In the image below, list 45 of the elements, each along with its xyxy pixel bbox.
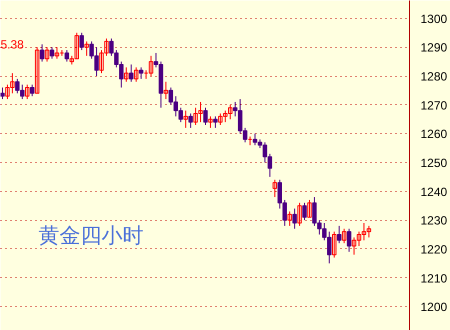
candlestick	[164, 81, 168, 100]
candlestick	[183, 110, 188, 128]
candlestick	[213, 116, 218, 128]
candlestick	[342, 228, 346, 244]
candlestick	[128, 64, 134, 82]
candlestick	[30, 84, 34, 97]
candlestick	[0, 87, 5, 100]
candlestick	[336, 225, 342, 244]
candlestick	[307, 199, 312, 218]
candlestick	[272, 179, 278, 198]
y-tick-label: 1220	[420, 242, 448, 256]
candlestick	[84, 40, 89, 56]
y-tick-label: 1240	[420, 184, 448, 199]
annotation: 5.38	[0, 38, 24, 52]
candlestick	[79, 32, 84, 51]
candlestick	[40, 44, 44, 62]
candlestick	[332, 231, 336, 258]
candlestick	[148, 55, 154, 77]
candlestick	[287, 210, 292, 226]
candlestick	[208, 116, 213, 128]
candlestick	[346, 228, 352, 252]
candlestick	[44, 46, 50, 62]
candlestick	[25, 84, 30, 100]
candlestick	[203, 107, 208, 126]
y-tick-label: 1210	[420, 271, 448, 286]
candlestick	[134, 66, 138, 82]
y-tick-label: 1280	[420, 70, 448, 84]
candlestick	[54, 46, 60, 60]
y-tick-label: 1200	[420, 300, 448, 314]
candlestick	[64, 50, 70, 62]
y-tick-label: 1270	[420, 98, 448, 112]
candlestick	[50, 46, 54, 60]
y-tick-label: 1230	[420, 214, 448, 228]
candlestick	[138, 66, 144, 80]
candlestick	[188, 112, 193, 128]
candlestick	[34, 46, 40, 94]
candlestick	[292, 208, 297, 230]
annotation: 黄金四小时	[38, 224, 144, 248]
candlestick	[124, 66, 129, 82]
candlestick	[297, 202, 302, 226]
candlestick	[302, 202, 307, 221]
y-tick-label: 1250	[420, 156, 448, 170]
y-tick-label: 1300	[420, 12, 448, 26]
y-tick-label: 1260	[420, 127, 448, 142]
y-tick-label: 1290	[420, 40, 448, 55]
